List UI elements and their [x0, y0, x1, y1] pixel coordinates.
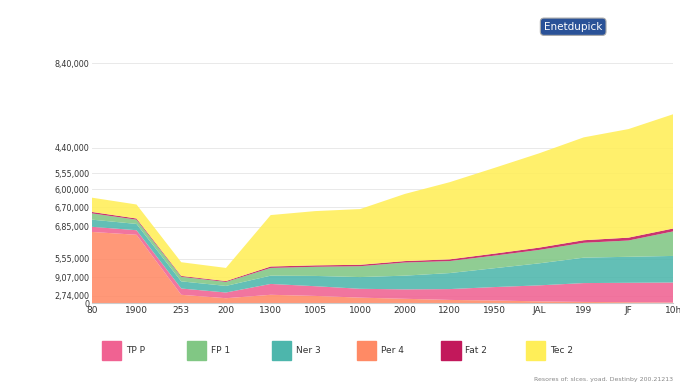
Text: Tec 2: Tec 2	[550, 346, 573, 355]
Text: ™: ™	[649, 22, 658, 31]
Bar	[356, 341, 376, 360]
Text: Resores of: slces. yoad. Destinby 200.21213: Resores of: slces. yoad. Destinby 200.21…	[534, 377, 673, 382]
Text: Per 4: Per 4	[381, 346, 403, 355]
Bar	[187, 341, 206, 360]
Bar	[526, 341, 545, 360]
Text: Enetdupick: Enetdupick	[544, 22, 602, 32]
Bar	[441, 341, 460, 360]
Text: Ner 3: Ner 3	[296, 346, 320, 355]
Text: TP P: TP P	[126, 346, 146, 355]
Text: AP 2025: AP 2025	[10, 14, 139, 42]
Bar	[102, 341, 122, 360]
Text: FP 1: FP 1	[211, 346, 230, 355]
Bar	[272, 341, 291, 360]
Text: Fat 2: Fat 2	[465, 346, 487, 355]
